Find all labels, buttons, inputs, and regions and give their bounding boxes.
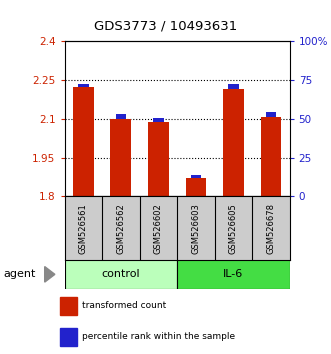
Bar bbox=[78, 84, 89, 87]
Polygon shape bbox=[45, 267, 55, 282]
Bar bbox=[60, 297, 77, 315]
Text: GSM526562: GSM526562 bbox=[116, 203, 125, 254]
Text: GSM526561: GSM526561 bbox=[79, 203, 88, 254]
Bar bbox=[177, 260, 290, 289]
Text: GDS3773 / 10493631: GDS3773 / 10493631 bbox=[94, 19, 237, 33]
Bar bbox=[223, 89, 244, 196]
Bar bbox=[111, 119, 131, 196]
Bar bbox=[228, 84, 239, 89]
Bar bbox=[116, 114, 126, 119]
Bar bbox=[191, 176, 201, 178]
Text: GSM526603: GSM526603 bbox=[191, 203, 200, 254]
Bar bbox=[265, 112, 276, 117]
Text: percentile rank within the sample: percentile rank within the sample bbox=[82, 332, 235, 341]
Text: GSM526602: GSM526602 bbox=[154, 203, 163, 254]
Text: transformed count: transformed count bbox=[82, 301, 166, 310]
Text: GSM526678: GSM526678 bbox=[266, 203, 275, 254]
Bar bbox=[153, 118, 164, 122]
Bar bbox=[60, 328, 77, 346]
Text: agent: agent bbox=[3, 269, 36, 279]
Bar bbox=[73, 87, 94, 196]
Bar bbox=[185, 178, 206, 196]
Text: IL-6: IL-6 bbox=[223, 269, 244, 279]
Text: GSM526605: GSM526605 bbox=[229, 203, 238, 254]
Text: control: control bbox=[102, 269, 140, 279]
Bar bbox=[148, 122, 168, 196]
Bar bbox=[260, 117, 281, 196]
Bar bbox=[65, 260, 177, 289]
